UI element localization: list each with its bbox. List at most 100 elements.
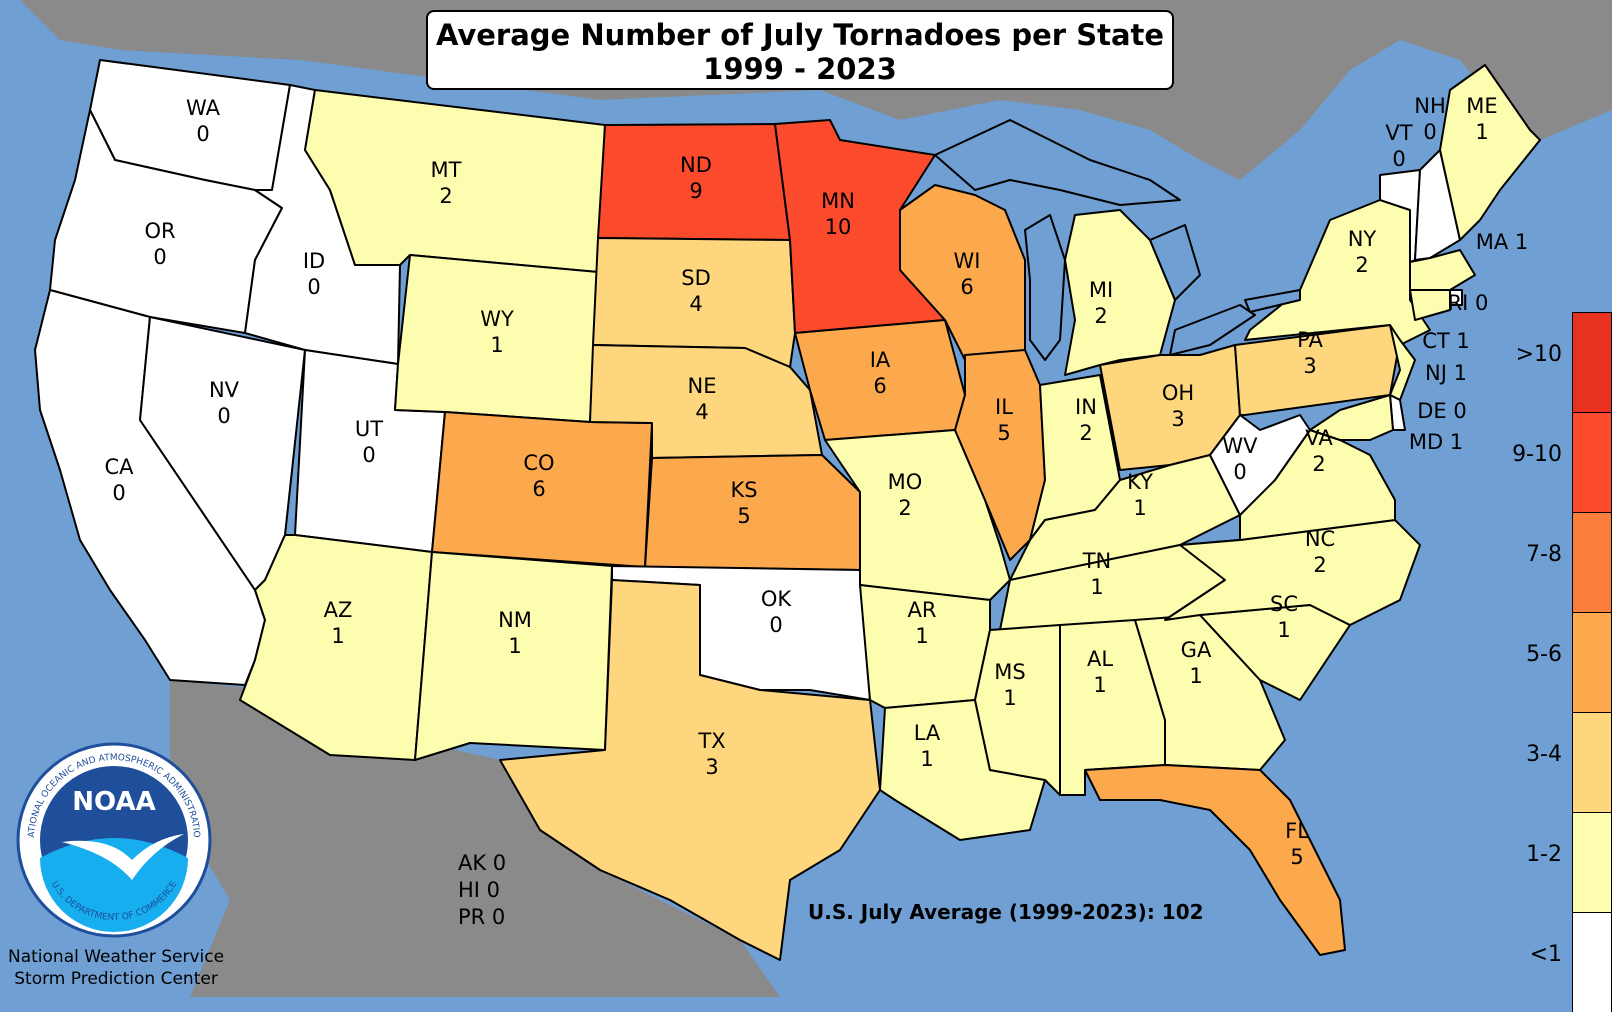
state-value-nh: 0 [1423,120,1436,144]
state-value-ar: 1 [915,624,928,648]
state-value-ms: 1 [1003,686,1016,710]
legend-swatch-1 [1572,412,1612,512]
state-label-il: IL [995,395,1013,419]
state-label-ms: MS [994,660,1025,684]
state-value-or: 0 [153,245,166,269]
state-value-az: 1 [331,624,344,648]
state-label-la: LA [914,721,941,745]
state-value-mt: 2 [439,184,452,208]
state-label-mn: MN [821,189,855,213]
state-value-wa: 0 [196,122,209,146]
state-value-nd: 9 [689,179,702,203]
state-label-de: DE 0 [1417,399,1466,423]
state-wi [899,184,1026,361]
state-value-tn: 1 [1090,575,1103,599]
state-wv [1209,414,1311,516]
states-layer [34,59,1541,961]
state-label-sc: SC [1270,592,1298,616]
state-value-me: 1 [1475,120,1488,144]
state-value-fl: 5 [1290,845,1303,869]
state-label-ky: KY [1127,470,1153,494]
state-me [1439,64,1541,241]
state-value-ok: 0 [769,613,782,637]
state-label-nh: NH [1414,94,1446,118]
us-average: U.S. July Average (1999-2023): 102 [808,900,1204,924]
state-label-ia: IA [870,348,891,372]
pr-value: PR 0 [458,905,506,929]
state-value-wy: 1 [490,333,503,357]
state-il [954,349,1046,561]
state-label-ct: CT 1 [1422,329,1470,353]
state-value-sc: 1 [1277,618,1290,642]
state-value-ne: 4 [695,400,708,424]
state-label-ma: MA 1 [1476,230,1529,254]
state-tx [499,579,881,961]
legend-swatch-5 [1572,812,1612,912]
state-label-ut: UT [355,417,383,441]
legend-label-1: 9-10 [1512,442,1562,467]
state-value-al: 1 [1093,673,1106,697]
state-label-tn: TN [1082,549,1112,573]
credit-line-2: Storm Prediction Center [14,969,218,989]
state-label-id: ID [303,249,325,273]
legend-swatch-0 [1572,312,1612,412]
legend-label-5: 1-2 [1526,842,1562,867]
state-value-la: 1 [920,747,933,771]
state-label-me: ME [1466,94,1497,118]
state-ks [644,454,861,571]
state-value-id: 0 [307,275,320,299]
state-label-ca: CA [104,455,134,479]
state-ct [1409,289,1451,321]
map-title: Average Number of July Tornadoes per Sta… [426,10,1174,90]
state-label-or: OR [144,219,175,243]
state-label-nc: NC [1305,527,1335,551]
state-md [1309,394,1394,441]
state-value-tx: 3 [705,755,718,779]
state-label-oh: OH [1162,381,1194,405]
state-label-wi: WI [954,249,981,273]
state-label-nd: ND [680,153,712,177]
state-label-co: CO [523,451,554,475]
state-label-sd: SD [681,266,711,290]
state-label-nm: NM [498,608,532,632]
legend: >10 9-10 7-8 5-6 3-4 1-2 <1 [1512,312,1612,1012]
state-value-oh: 3 [1171,407,1184,431]
state-value-nc: 2 [1313,553,1326,577]
state-label-mt: MT [431,158,462,182]
state-value-ny: 2 [1355,253,1368,277]
legend-swatch-2 [1572,512,1612,612]
credit: National Weather Service Storm Predictio… [8,946,224,990]
state-ny [1244,199,1431,346]
legend-label-3: 5-6 [1526,642,1562,667]
state-label-tx: TX [697,729,725,753]
great-lake-4 [1244,289,1301,313]
state-co [431,411,653,568]
state-label-ne: NE [688,374,717,398]
ak-value: AK 0 [458,851,507,875]
state-value-mn: 10 [825,215,852,239]
state-value-wi: 6 [960,275,973,299]
state-value-vt: 0 [1392,147,1405,171]
great-lake-2 [1149,224,1201,301]
state-value-va: 2 [1312,452,1325,476]
state-value-mi: 2 [1094,304,1107,328]
state-label-mo: MO [888,470,923,494]
state-label-ny: NY [1348,227,1377,251]
state-value-ca: 0 [112,481,125,505]
great-lake-1 [1024,214,1066,361]
state-label-in: IN [1075,395,1097,419]
noaa-logo-icon: NOAA NATIONAL OCEANIC AND ATMOSPHERIC AD… [14,740,212,938]
state-label-wv: WV [1222,434,1258,458]
state-value-il: 5 [997,421,1010,445]
great-lake-0 [934,119,1181,206]
legend-swatch-3 [1572,612,1612,712]
state-value-mo: 2 [898,496,911,520]
state-nh [1414,149,1461,261]
state-label-al: AL [1087,647,1113,671]
state-value-ks: 5 [737,504,750,528]
state-mi [1064,209,1176,376]
legend-label-0: >10 [1515,342,1562,367]
state-value-pa: 3 [1303,354,1316,378]
labels-layer: WA0OR0CA0ID0NV0UT0AZ1MT2WY1CO6NM1ND9SD4N… [104,94,1528,869]
